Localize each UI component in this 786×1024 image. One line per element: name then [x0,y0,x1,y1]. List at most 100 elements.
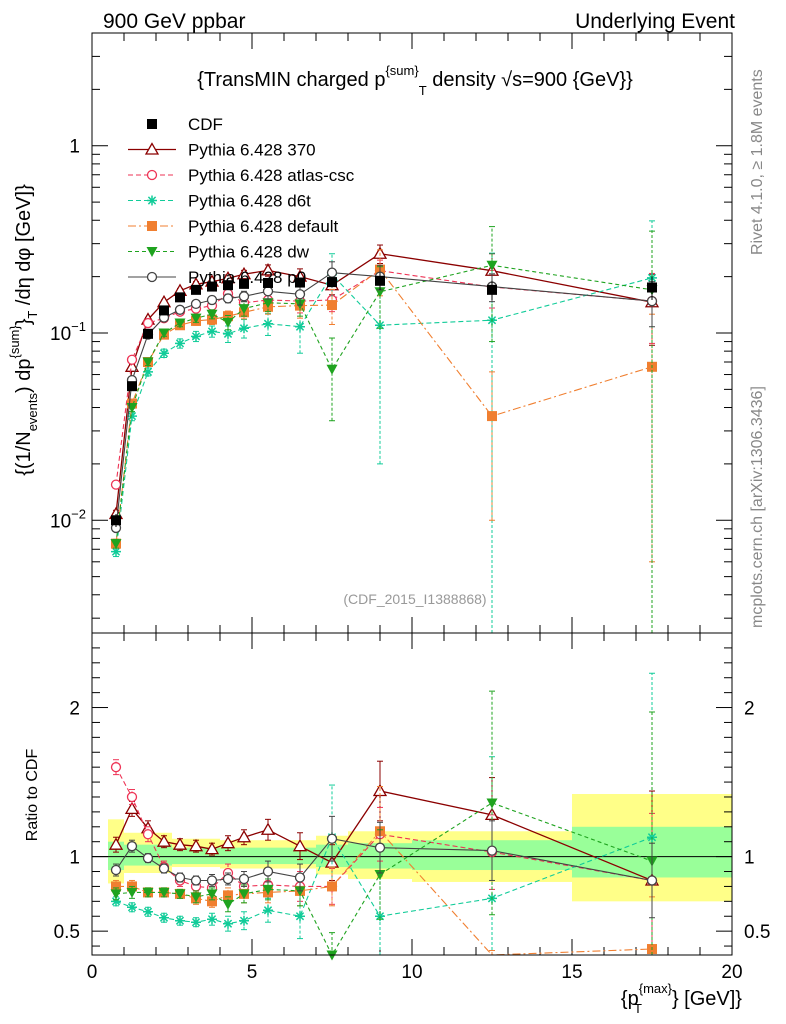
data-point-p370 [220,835,236,849]
ratio-y-tick-label-right: 1 [744,848,755,869]
data-point-p370 [236,266,252,280]
y-tick-label: 10−2 [50,506,86,532]
ratio-y-tick-label-left: 0.5 [54,922,80,943]
data-point-d6t [143,906,153,917]
data-point-p0 [222,873,234,885]
data-point-CDF [111,515,121,526]
data-point-CDF [207,281,217,292]
main-axis-ticks: 10−2 10−1 1 [50,32,733,633]
ratio-plot-frame [91,632,733,956]
legend-item-atlas: Pythia 6.428 atlas-csc [128,166,355,185]
data-point-dw [190,892,202,903]
data-point-default [327,300,337,311]
data-point-p0 [262,866,274,877]
legend-marker-dw [146,247,158,257]
data-point-p370 [156,294,172,308]
data-point-p0 [238,291,250,302]
data-point-dw [158,887,170,898]
legend: CDF Pythia 6.428 370 Pythia 6.428 atlas-cs… [128,115,355,287]
data-point-d6t [191,331,201,342]
x-tick-label: 15 [561,962,582,983]
data-point-p0 [206,294,218,306]
data-point-dw [158,328,170,339]
x-tick-label: 10 [401,962,422,983]
data-point-p0 [126,841,138,852]
data-point-p370 [260,263,276,276]
legend-label: Pythia 6.428 atlas-csc [188,166,355,185]
ratio-xlabel: {p{max} T} [GeV]} [621,981,742,1016]
ratio-ylabel: Ratio to CDF [24,749,41,842]
data-point-p0 [294,872,306,883]
legend-label: Pythia 6.428 default [188,217,339,236]
ratio-bands [92,794,732,902]
data-point-p370 [204,841,220,855]
data-point-p0 [238,873,250,885]
data-point-p0 [142,852,154,864]
data-point-p370 [172,837,188,850]
data-point-CDF [143,328,153,339]
data-point-d6t [111,896,121,907]
data-point-d6t [295,321,305,332]
data-point-p0 [374,842,386,853]
legend-label: Pythia 6.428 dw [188,243,310,262]
chart-title: {TransMIN charged p{sum}T density √s=900… [197,63,633,98]
data-point-CDF [295,277,305,288]
series-CDF [111,272,657,528]
data-point-dw [222,317,234,328]
data-point-p0 [486,845,498,856]
data-point-dw [142,357,154,368]
data-point-p370 [260,822,276,835]
data-point-p0 [158,863,170,874]
data-point-d6t [111,546,121,557]
data-point-dw [262,884,274,895]
x-tick-label: 5 [247,962,258,983]
data-point-p370 [236,829,252,843]
data-point-d6t [159,348,169,359]
main-panel: 10−2 10−1 1 {TransMIN charged p{sum}T dens… [7,32,733,634]
data-point-CDF [159,305,169,316]
data-point-p0 [190,875,202,886]
data-point-d6t [175,338,185,349]
data-point-atlas [142,317,154,329]
legend-label: Pythia 6.428 370 [188,141,316,160]
legend-marker-p370 [144,142,160,155]
legend-item-p0: Pythia 6.428 p0 [128,268,306,287]
data-point-default [207,896,217,907]
data-point-p0 [174,872,186,883]
data-point-default [487,411,497,422]
data-point-dw [174,889,186,900]
legend-marker-p0 [146,271,158,283]
ratio-y-tick-label-left: 1 [69,848,80,869]
y-tick-label: 10−1 [50,319,86,345]
series-p0 [110,261,658,534]
ratio-y-tick-label-right: 2 [744,699,755,720]
data-point-d6t [175,915,185,926]
data-point-d6t [143,366,153,377]
data-point-d6t [239,323,249,334]
data-point-p370 [108,837,124,850]
data-point-default [111,881,121,892]
data-point-d6t [295,911,305,922]
data-point-dw [190,313,202,324]
header-right: Underlying Event [575,10,735,33]
data-point-d6t [159,912,169,923]
data-point-dw [486,260,498,271]
data-point-dw [262,298,274,309]
data-point-CDF [647,282,657,293]
analysis-watermark: (CDF_2015_I1388868) [343,591,486,607]
legend-item-CDF: CDF [147,115,223,134]
data-point-CDF [487,284,497,295]
data-point-atlas [126,791,138,803]
data-point-p0 [326,267,338,278]
data-point-dw [206,309,218,320]
mcplots-label: mcplots.cern.ch [arXiv:1306.3436] [749,386,766,628]
data-point-dw [126,887,138,898]
data-point-default [327,881,337,892]
header-left: 900 GeV ppbar [103,10,245,33]
data-point-dw [238,889,250,900]
rivet-label: Rivet 4.1.0, ≥ 1.8M events [749,69,766,255]
legend-item-d6t: Pythia 6.428 d6t [128,192,311,211]
data-point-p370 [156,834,172,847]
legend-marker-default [147,221,157,231]
data-point-atlas [110,762,122,773]
